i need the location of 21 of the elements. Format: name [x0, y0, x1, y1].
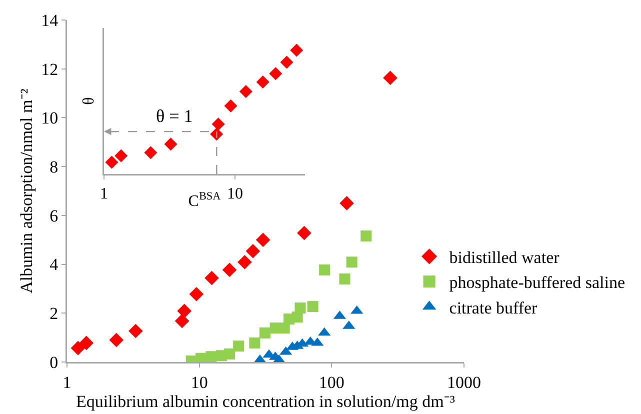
y-axis-title: θ — [80, 97, 98, 105]
y-tick-label: 0 — [50, 352, 58, 372]
y-tick-label: 14 — [41, 10, 59, 30]
x-axis-title: C$^{BSA}$ — [188, 190, 221, 210]
legend-label: bidistilled water — [449, 248, 560, 268]
x-tick-label: 1 — [100, 186, 108, 203]
y-tick-label: 10 — [41, 108, 58, 128]
y-tick-label: 8 — [50, 158, 58, 177]
x-tick-label: 1000 — [447, 372, 481, 392]
y-tick-label: 2 — [50, 304, 58, 324]
x-tick-label: 100 — [318, 372, 344, 392]
x-axis-title: Equilibrium albumin concentration in solution/mg dm⁻³ — [76, 392, 455, 412]
annotation: θ = 1 — [156, 106, 193, 126]
y-tick-label: 4 — [50, 255, 59, 274]
y-axis-title: Albumin adsorption/nmol m⁻² — [16, 88, 36, 294]
x-tick-label: 1 — [62, 372, 72, 392]
x-tick-label: 10 — [190, 372, 208, 392]
y-tick-label: 12 — [41, 60, 58, 79]
legend-label: citrate buffer — [449, 298, 538, 318]
y-tick-label: 6 — [50, 206, 58, 226]
legend-label: phosphate-buffered saline — [449, 273, 626, 292]
